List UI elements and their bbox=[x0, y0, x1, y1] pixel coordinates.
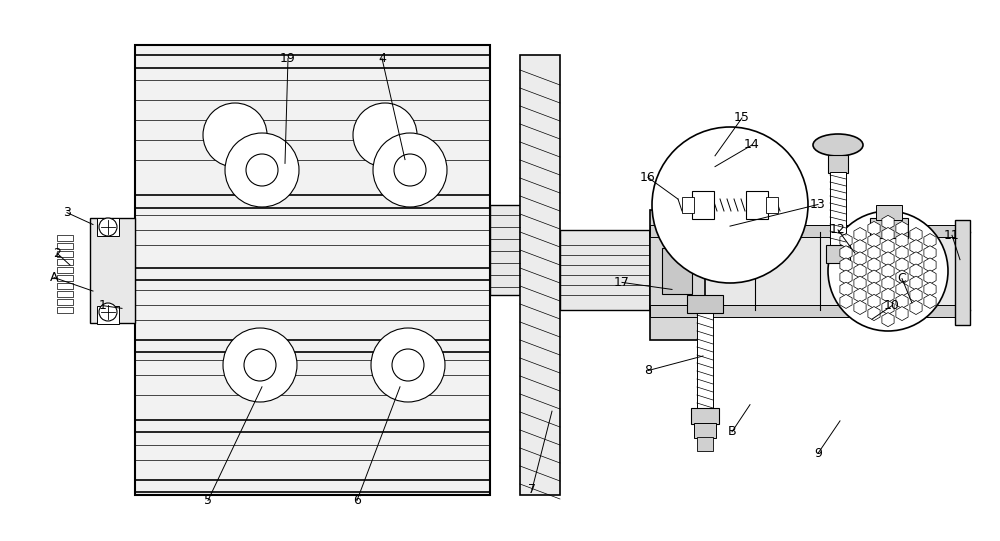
Text: 13: 13 bbox=[810, 198, 826, 211]
Text: 19: 19 bbox=[280, 52, 296, 65]
Bar bbox=[57, 299, 73, 305]
Text: A: A bbox=[50, 271, 58, 284]
Bar bbox=[687, 295, 723, 313]
Bar bbox=[826, 245, 850, 263]
Bar bbox=[57, 251, 73, 257]
Bar bbox=[746, 191, 768, 219]
Bar bbox=[955, 220, 970, 325]
Circle shape bbox=[203, 103, 267, 167]
Text: 3: 3 bbox=[63, 206, 71, 219]
Bar bbox=[828, 155, 848, 173]
Bar bbox=[560, 230, 650, 310]
Text: 4: 4 bbox=[378, 52, 386, 65]
Bar bbox=[650, 232, 970, 310]
Bar bbox=[650, 305, 970, 317]
Text: 6: 6 bbox=[353, 494, 361, 507]
Bar bbox=[57, 283, 73, 289]
Text: 12: 12 bbox=[830, 223, 846, 236]
Circle shape bbox=[246, 154, 278, 186]
Bar bbox=[692, 191, 714, 219]
Bar bbox=[766, 197, 778, 213]
Bar bbox=[830, 172, 846, 247]
Text: C: C bbox=[898, 272, 906, 285]
Bar bbox=[97, 306, 119, 324]
Bar bbox=[97, 218, 119, 236]
Text: 10: 10 bbox=[884, 299, 900, 312]
Bar bbox=[57, 235, 73, 241]
Text: 11: 11 bbox=[944, 229, 960, 242]
Bar bbox=[697, 437, 713, 451]
Circle shape bbox=[652, 127, 808, 283]
Circle shape bbox=[392, 349, 424, 381]
Circle shape bbox=[225, 133, 299, 207]
Circle shape bbox=[371, 328, 445, 402]
Circle shape bbox=[99, 303, 117, 321]
Bar bbox=[694, 423, 716, 438]
Bar bbox=[650, 225, 970, 237]
Circle shape bbox=[394, 154, 426, 186]
Bar bbox=[870, 218, 908, 238]
Bar bbox=[662, 248, 692, 294]
Bar bbox=[57, 291, 73, 297]
Circle shape bbox=[99, 218, 117, 236]
Bar bbox=[57, 243, 73, 249]
Bar bbox=[876, 205, 902, 220]
Bar bbox=[520, 55, 560, 495]
Circle shape bbox=[244, 349, 276, 381]
Bar bbox=[650, 210, 705, 340]
Bar bbox=[691, 408, 719, 424]
Text: 8: 8 bbox=[644, 364, 652, 377]
Text: 15: 15 bbox=[734, 111, 750, 124]
Bar bbox=[90, 218, 135, 323]
Text: 16: 16 bbox=[640, 171, 656, 184]
Bar bbox=[135, 45, 490, 495]
Circle shape bbox=[353, 103, 417, 167]
Bar bbox=[57, 267, 73, 273]
Text: B: B bbox=[728, 425, 736, 438]
Text: 2: 2 bbox=[53, 247, 61, 260]
Text: 7: 7 bbox=[528, 483, 536, 496]
Text: 5: 5 bbox=[204, 494, 212, 507]
Bar bbox=[697, 310, 713, 410]
Bar bbox=[682, 197, 694, 213]
Circle shape bbox=[373, 133, 447, 207]
Circle shape bbox=[223, 328, 297, 402]
Bar bbox=[57, 259, 73, 265]
Text: 1: 1 bbox=[99, 299, 107, 312]
Circle shape bbox=[828, 211, 948, 331]
Text: 17: 17 bbox=[614, 276, 630, 289]
Bar bbox=[57, 307, 73, 313]
Text: 14: 14 bbox=[744, 138, 760, 151]
Bar bbox=[490, 205, 520, 295]
Bar bbox=[57, 275, 73, 281]
Text: 9: 9 bbox=[814, 447, 822, 460]
Ellipse shape bbox=[813, 134, 863, 156]
